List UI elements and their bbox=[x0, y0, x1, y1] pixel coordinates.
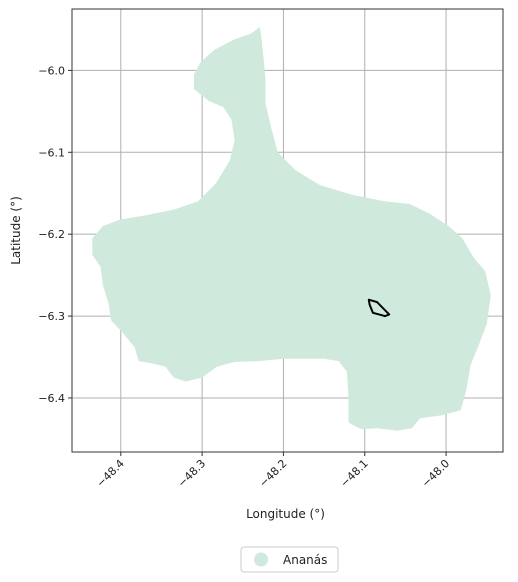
y-tick-label: −6.3 bbox=[38, 310, 65, 323]
x-tick-label: −48.1 bbox=[338, 457, 371, 490]
x-axis-ticks: −48.4 −48.3 −48.2 −48.1 −48.0 bbox=[94, 452, 452, 490]
x-tick-label: −48.3 bbox=[175, 457, 208, 490]
x-tick-label: −48.0 bbox=[419, 457, 452, 490]
y-tick-label: −6.2 bbox=[38, 228, 65, 241]
y-tick-label: −6.0 bbox=[38, 64, 65, 77]
y-tick-label: −6.4 bbox=[38, 392, 65, 405]
marker-layer bbox=[367, 298, 391, 318]
region-ananas bbox=[92, 27, 491, 431]
legend: Ananás bbox=[240, 546, 339, 573]
x-axis-label: Longitude (°) bbox=[246, 507, 325, 521]
y-axis-label: Latitude (°) bbox=[9, 196, 23, 265]
y-axis-ticks: −6.0 −6.1 −6.2 −6.3 −6.4 bbox=[38, 64, 72, 405]
highlight-outline bbox=[367, 298, 391, 318]
x-tick-label: −48.2 bbox=[257, 457, 290, 490]
x-tick-label: −48.4 bbox=[94, 457, 127, 490]
plot-frame bbox=[71, 8, 504, 453]
y-tick-label: −6.1 bbox=[38, 146, 65, 159]
legend-box bbox=[240, 546, 339, 573]
legend-swatch bbox=[254, 552, 268, 567]
region-layer bbox=[92, 27, 491, 431]
legend-label: Ananás bbox=[283, 553, 327, 567]
